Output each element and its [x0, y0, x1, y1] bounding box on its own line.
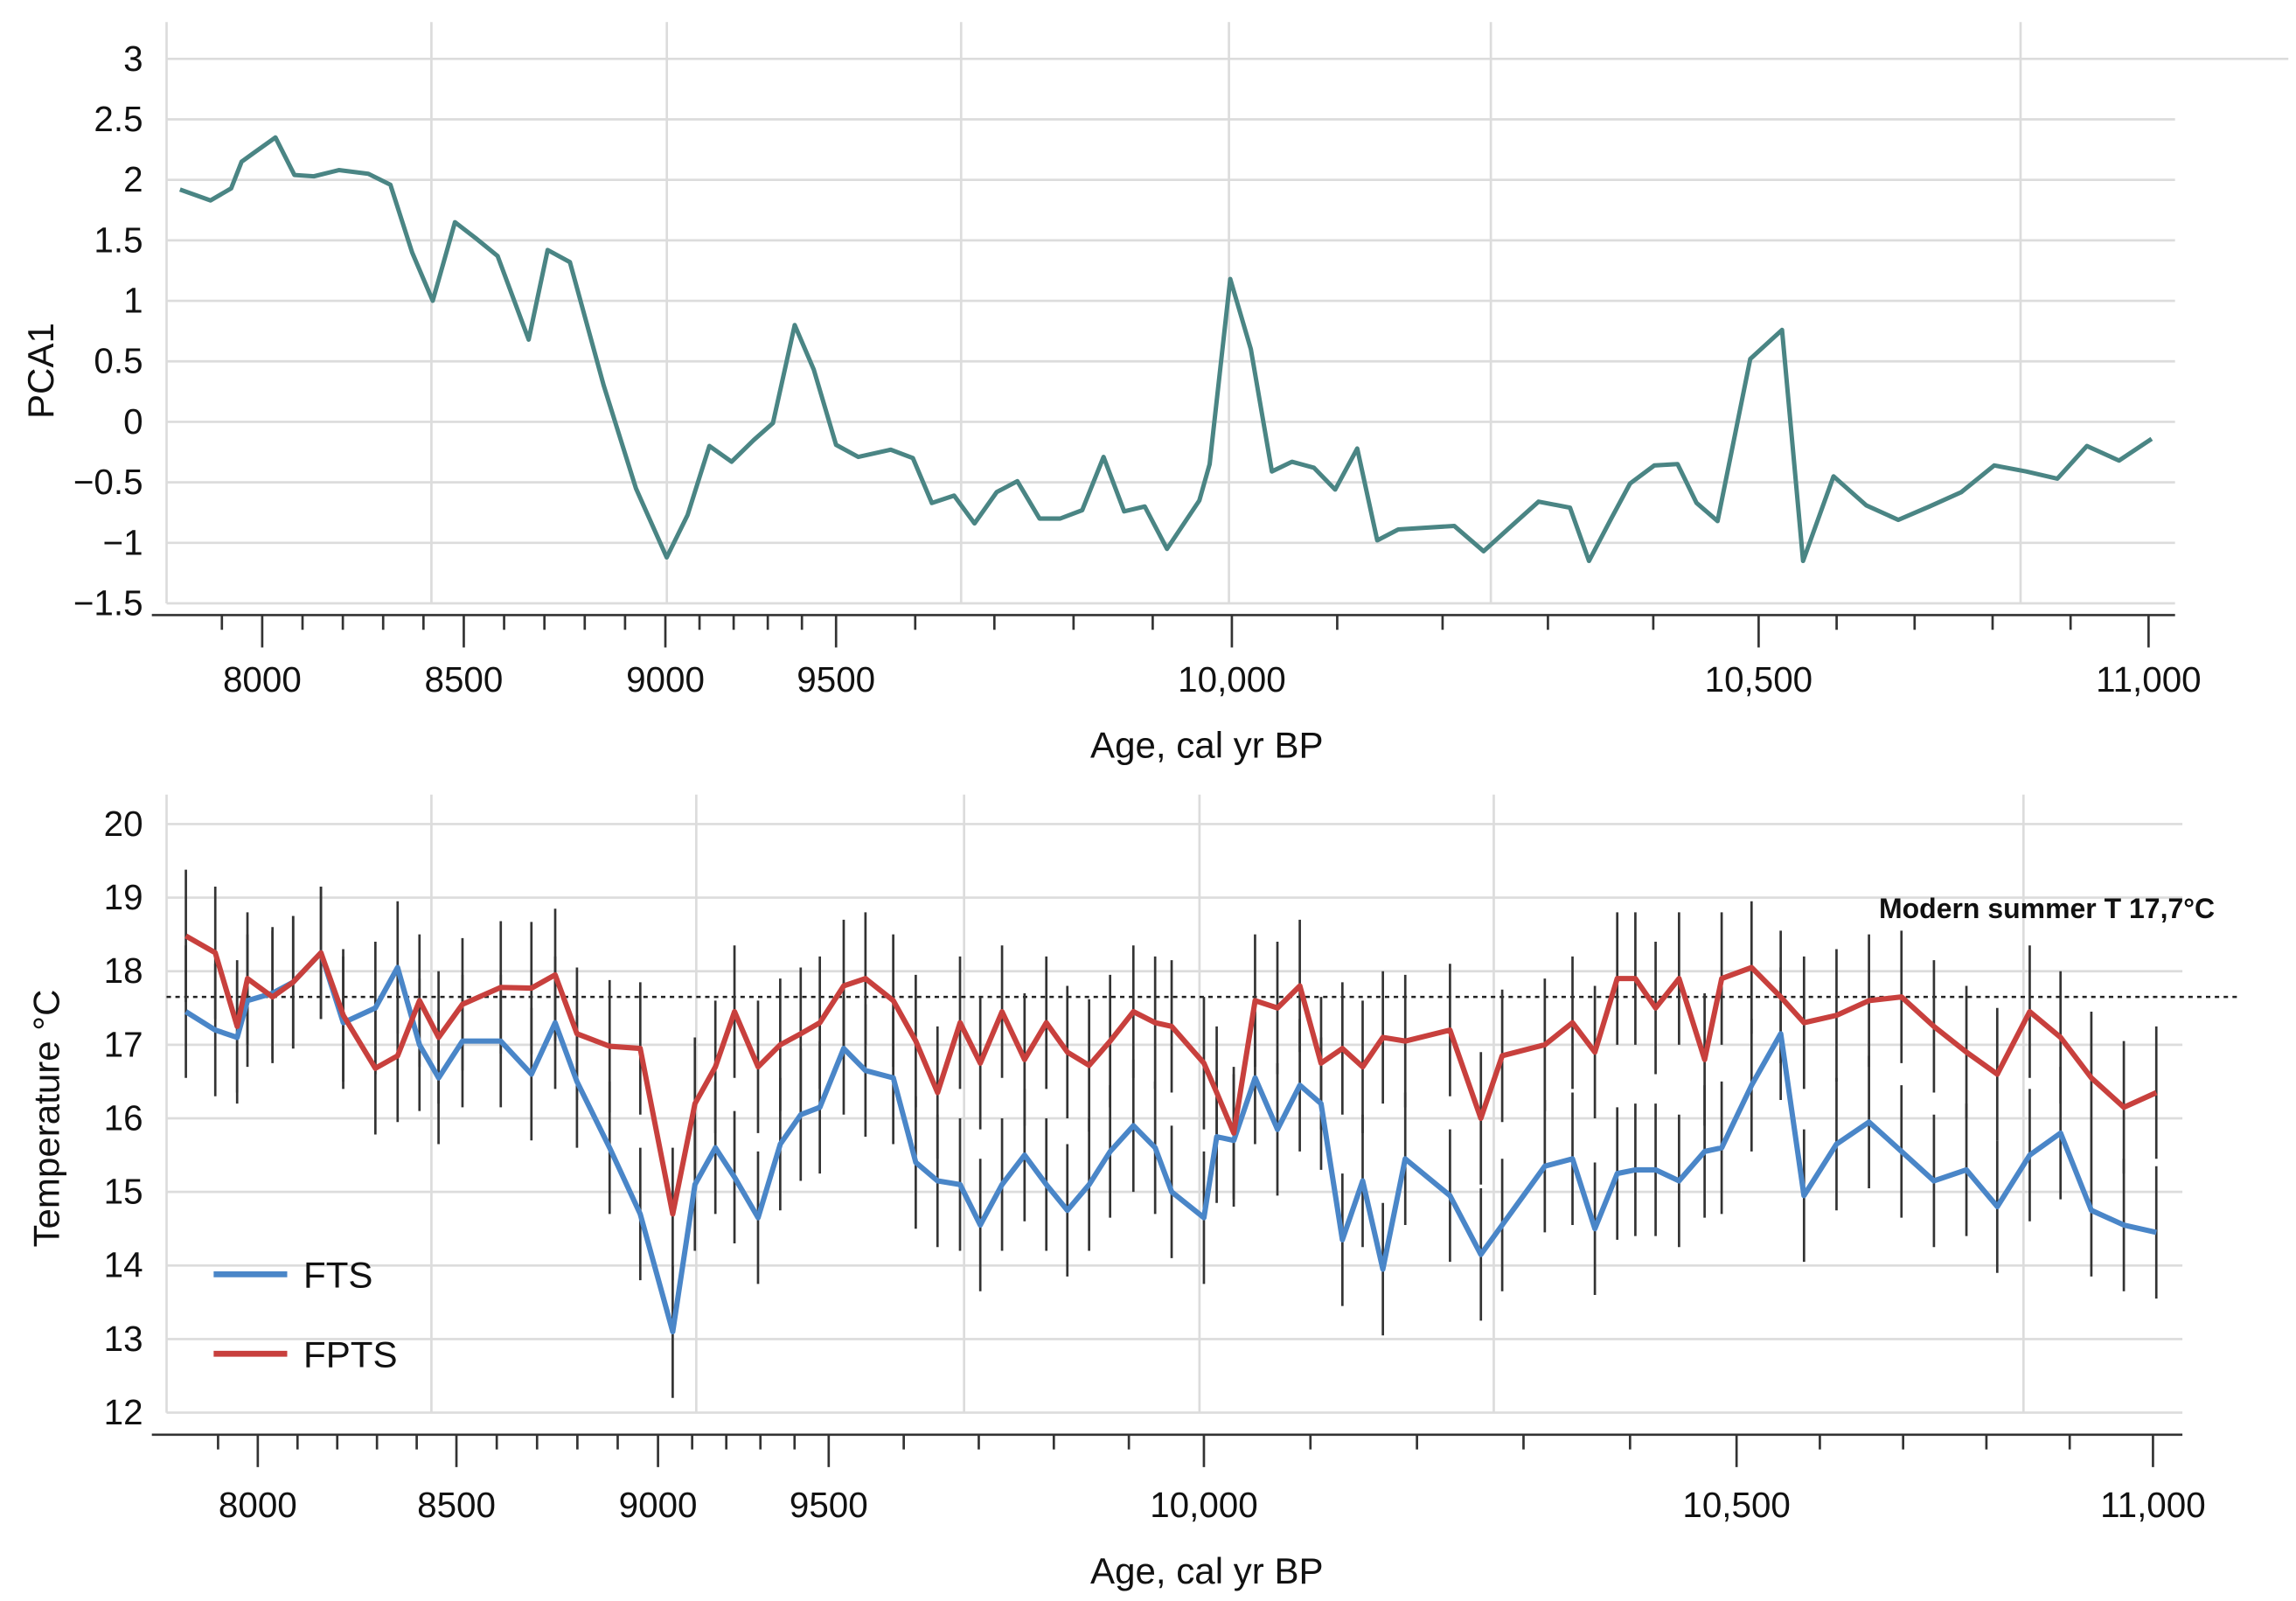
temperature-x-tick-label: 10,000: [1150, 1485, 1257, 1525]
temperature-y-axis-label: Temperature °C: [26, 989, 67, 1247]
pca1-x-tick-label: 8000: [223, 659, 302, 700]
pca1-y-tick-label: −1: [103, 522, 143, 562]
pca1-x-tick-label: 10,500: [1705, 659, 1812, 700]
fts-series-line: [184, 950, 2157, 1335]
pca1-series-line: [178, 135, 2153, 564]
pca1-y-axis-label: PCA1: [20, 323, 61, 419]
temperature-y-tick-label: 17: [104, 1024, 143, 1064]
fpts-series-line: [184, 933, 2158, 1217]
temperature-x-tick-label: 8000: [219, 1485, 297, 1525]
legend-fpts-label: FPTS: [303, 1333, 398, 1375]
legend: FTS FPTS: [213, 1255, 398, 1375]
temperature-y-tick-label: 16: [104, 1097, 143, 1138]
temperature-x-tick-label: 9500: [790, 1485, 868, 1525]
pca1-x-tick-label: 9500: [797, 659, 875, 700]
pca1-y-tick-label: 1.5: [94, 219, 143, 260]
pca1-y-tick-label: 0.5: [94, 341, 143, 381]
temperature-y-tick-label: 18: [104, 950, 143, 991]
temperature-x-tick-label: 8500: [417, 1485, 496, 1525]
pca1-chart: 3 2.5 2 1.5 1 0.5 0 −0.5 −1 −1.5 8000 8500 9000 9500 1…: [20, 22, 2289, 766]
pca1-y-tick-label: 2: [123, 159, 143, 199]
temperature-x-tick-label: 11,000: [2100, 1485, 2206, 1525]
temperature-y-tick-label: 14: [104, 1245, 143, 1285]
modern-summer-label: Modern summer T 17,7°C: [1879, 893, 2215, 924]
temperature-chart: 20 19 18 17 16 15 14 13 12 8000 8500 9000 9500 10,000…: [26, 794, 2240, 1591]
temperature-y-tick-label: 12: [104, 1392, 143, 1432]
temperature-y-tick-label: 15: [104, 1172, 143, 1212]
pca1-x-tick-label: 11,000: [2096, 659, 2202, 700]
temperature-y-tick-label: 13: [104, 1319, 143, 1359]
pca1-x-axis-label: Age, cal yr BP: [1090, 725, 1324, 766]
temperature-y-tick-label: 20: [104, 804, 143, 844]
legend-fts-label: FTS: [303, 1255, 372, 1296]
pca1-y-tick-label: −0.5: [73, 462, 143, 502]
temperature-x-tick-label: 10,500: [1682, 1485, 1790, 1525]
pca1-x-tick-label: 9000: [626, 659, 705, 700]
temperature-x-tick-label: 9000: [619, 1485, 698, 1525]
pca1-y-tick-label: 2.5: [94, 99, 143, 139]
temperature-x-axis-label: Age, cal yr BP: [1090, 1550, 1324, 1591]
pca1-x-tick-label: 10,000: [1178, 659, 1286, 700]
pca1-y-tick-label: 3: [123, 38, 143, 79]
pca1-x-tick-label: 8500: [425, 659, 504, 700]
pca1-y-tick-label: 1: [123, 281, 143, 321]
temperature-y-tick-label: 19: [104, 877, 143, 917]
pca1-y-tick-label: −1.5: [73, 582, 143, 623]
pca1-y-tick-label: 0: [123, 401, 143, 442]
